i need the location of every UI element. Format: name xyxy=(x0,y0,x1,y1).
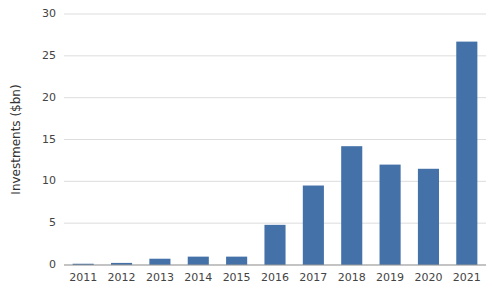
x-tick-label: 2015 xyxy=(223,271,251,284)
x-tick-label: 2021 xyxy=(453,271,481,284)
x-tick-label: 2016 xyxy=(261,271,289,284)
y-tick-label: 30 xyxy=(42,7,56,20)
y-axis-label: Investments ($bn) xyxy=(9,84,23,194)
x-ticks: 2011 2012 2013 2014 2015 2016 2017 2018 2019 2020… xyxy=(69,271,481,284)
y-tick-label: 15 xyxy=(42,133,56,146)
x-tick-label: 2012 xyxy=(108,271,136,284)
x-axis-line xyxy=(64,265,486,266)
x-tick-label: 2017 xyxy=(299,271,327,284)
bar xyxy=(149,259,170,265)
chart-container: 0 5 10 15 20 25 30 2011 2012 2013 2014 2015 2016 2017… xyxy=(0,0,500,301)
chart-svg: 0 5 10 15 20 25 30 2011 2012 2013 2014 2015 2016 2017… xyxy=(0,0,500,301)
bar xyxy=(226,257,247,265)
grid-line xyxy=(64,265,486,266)
bar xyxy=(380,165,401,265)
bar xyxy=(188,257,209,265)
x-tick-label: 2014 xyxy=(184,271,212,284)
x-tick-label: 2019 xyxy=(376,271,404,284)
bar xyxy=(303,186,324,265)
x-tick-label: 2018 xyxy=(338,271,366,284)
y-tick-label: 5 xyxy=(49,216,56,229)
bars xyxy=(73,42,478,265)
x-tick-label: 2011 xyxy=(69,271,97,284)
x-tick-label: 2013 xyxy=(146,271,174,284)
grid-line xyxy=(64,14,486,15)
bar xyxy=(341,146,362,265)
y-tick-label: 25 xyxy=(42,49,56,62)
grid-line xyxy=(64,97,486,98)
bar xyxy=(264,225,285,265)
grid-line xyxy=(64,139,486,140)
bar xyxy=(418,169,439,265)
grid-line xyxy=(64,55,486,56)
y-grid xyxy=(64,14,486,265)
y-tick-label: 20 xyxy=(42,91,56,104)
y-tick-label: 0 xyxy=(49,258,56,271)
bar xyxy=(456,42,477,265)
x-tick-label: 2020 xyxy=(414,271,442,284)
y-tick-label: 10 xyxy=(42,174,56,187)
y-ticks: 0 5 10 15 20 25 30 xyxy=(42,7,56,271)
